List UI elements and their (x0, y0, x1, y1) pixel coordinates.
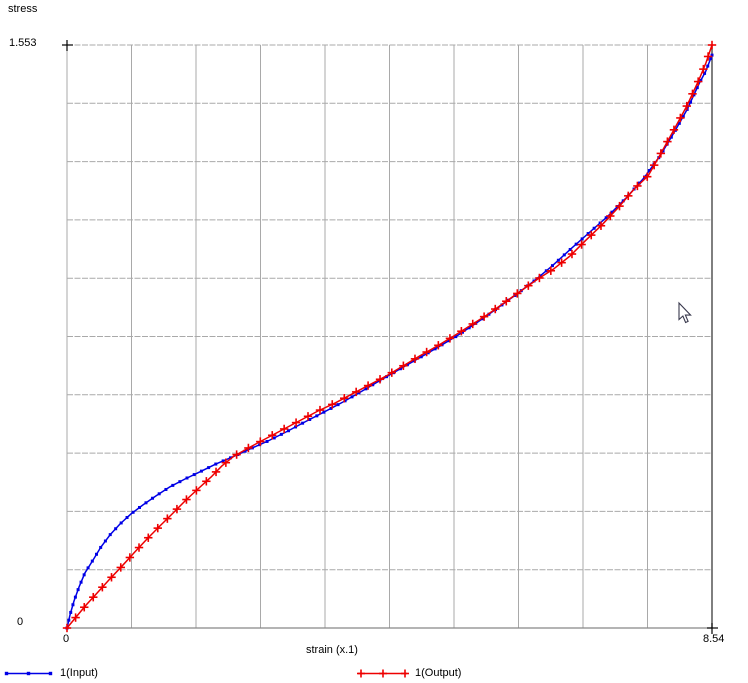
legend-output-label: 1(Output) (415, 667, 462, 679)
y-max-label: 1.553 (9, 37, 37, 49)
legend-item-output: 1(Output) (357, 666, 461, 680)
legend-input-label: 1(Input) (60, 667, 98, 679)
x-zero-label: 0 (63, 633, 70, 645)
y-zero-label: 0 (17, 616, 24, 628)
input-series-swatch-icon (4, 671, 53, 675)
y-axis-title: stress (8, 3, 38, 15)
x-max-label: 8.54 (703, 633, 725, 645)
x-axis-title: strain (x.1) (306, 644, 358, 656)
legend-item-input: 1(Input) (4, 666, 98, 680)
output-series-swatch-icon (357, 669, 409, 677)
mouse-cursor-icon (678, 301, 692, 324)
